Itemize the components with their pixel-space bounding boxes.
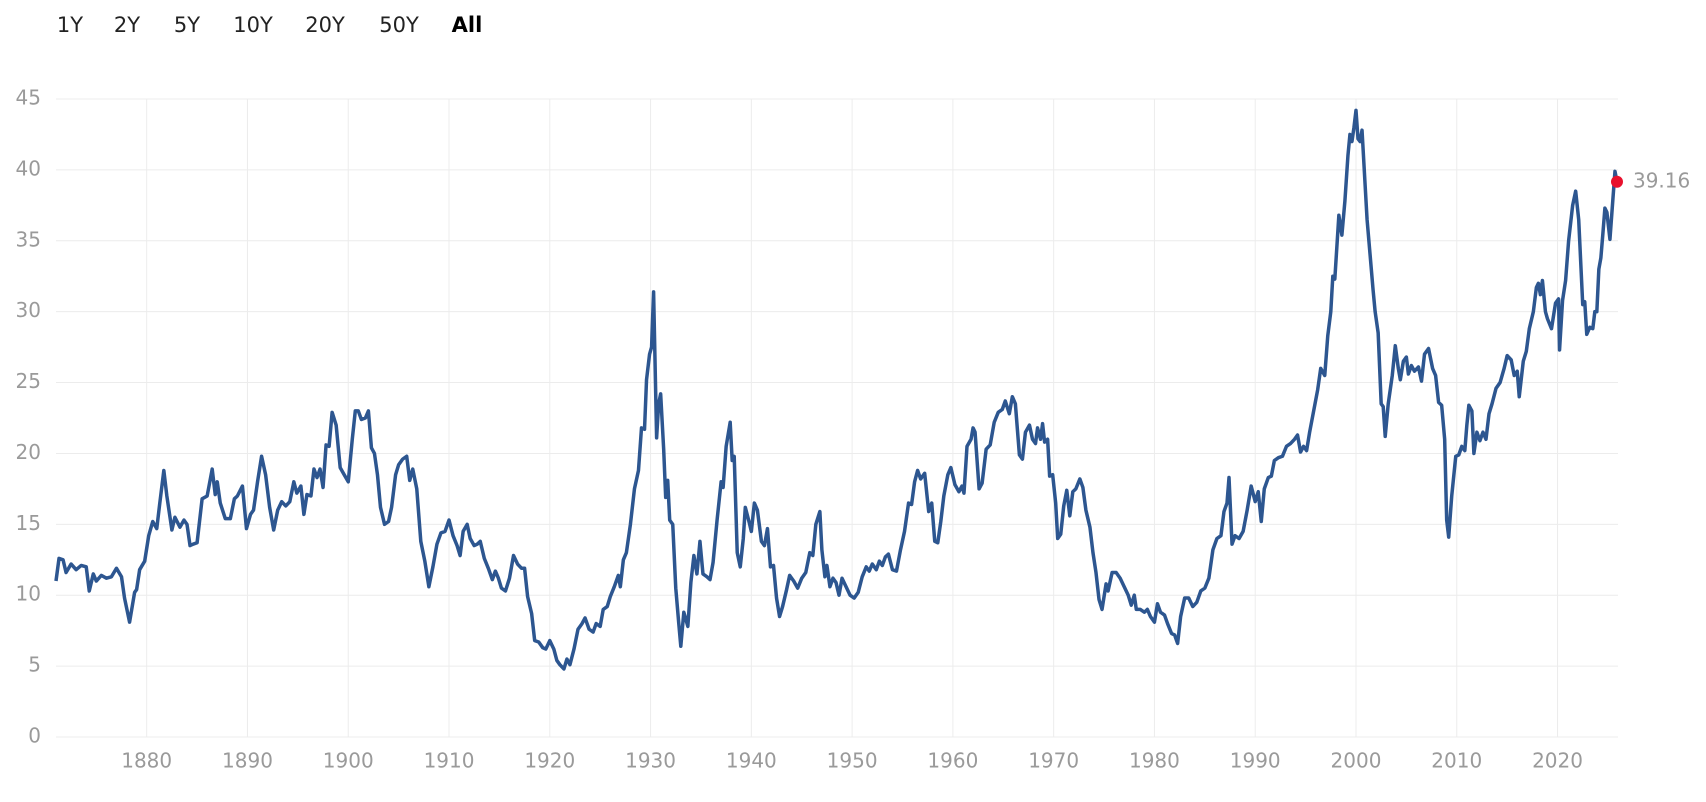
x-tick-label: 1950 (827, 749, 878, 773)
x-tick-label: 1960 (927, 749, 978, 773)
y-tick-label: 45 (16, 86, 41, 110)
x-tick-label: 2010 (1431, 749, 1482, 773)
x-tick-label: 1990 (1230, 749, 1281, 773)
y-tick-label: 25 (16, 369, 41, 393)
y-tick-label: 10 (16, 582, 41, 606)
range-button[interactable]: 10Y (233, 13, 273, 37)
end-value-label: 39.16 (1633, 168, 1690, 192)
y-tick-label: 20 (16, 440, 41, 464)
x-tick-label: 1900 (323, 749, 374, 773)
y-tick-label: 0 (28, 724, 41, 748)
range-button[interactable]: 50Y (379, 13, 419, 37)
x-tick-label: 1880 (121, 749, 172, 773)
range-button[interactable]: 20Y (305, 13, 345, 37)
x-tick-label: 1920 (524, 749, 575, 773)
x-tick-label: 1890 (222, 749, 273, 773)
end-marker (1610, 175, 1623, 188)
y-tick-label: 40 (16, 156, 41, 180)
x-tick-label: 1970 (1028, 749, 1079, 773)
range-button[interactable]: 5Y (174, 13, 200, 37)
y-tick-label: 35 (16, 227, 41, 251)
x-tick-label: 2020 (1532, 749, 1583, 773)
range-button[interactable]: 2Y (114, 13, 140, 37)
x-tick-label: 1940 (726, 749, 777, 773)
range-button[interactable]: All (452, 13, 483, 37)
x-tick-label: 2000 (1331, 749, 1382, 773)
x-tick-label: 1980 (1129, 749, 1180, 773)
y-tick-label: 15 (16, 511, 41, 535)
y-tick-label: 5 (28, 653, 41, 677)
range-button[interactable]: 1Y (57, 13, 83, 37)
y-tick-label: 30 (16, 298, 41, 322)
x-tick-label: 1910 (424, 749, 475, 773)
data-line (54, 108, 1619, 671)
x-tick-label: 1930 (625, 749, 676, 773)
